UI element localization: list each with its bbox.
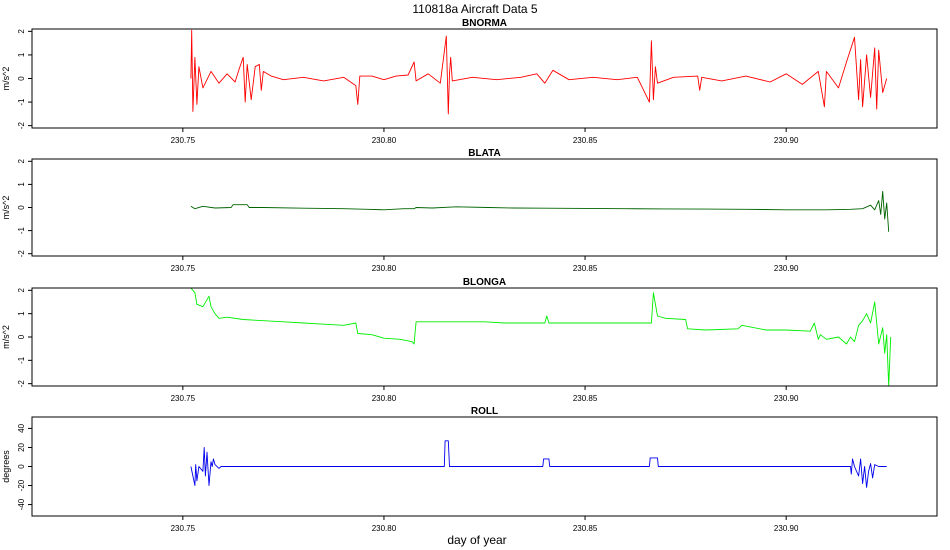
y-axis-label: m/s^2 — [1, 196, 11, 220]
x-tick-label: 230.85 — [573, 524, 598, 533]
x-tick-label: 230.80 — [372, 524, 397, 533]
x-tick-label: 230.90 — [774, 264, 799, 273]
panel-bnorma: BNORMA m/s^2 230.75 230.80 230.85 230.90 -2 -1 0… — [1, 18, 938, 145]
x-tick-label: 230.85 — [573, 264, 598, 273]
series-line-blonga — [190, 287, 892, 387]
panel-blata: BLATA m/s^2 230.75 230.80 230.85 230.90 -2 -1 0 1… — [1, 148, 938, 273]
y-tick-label: -2 — [17, 250, 26, 258]
panel-roll: ROLL degrees 230.75 230.80 230.85 230.90 -40 -2… — [1, 406, 938, 533]
y-tick-label: 1 — [17, 52, 26, 57]
x-tick-label: 230.75 — [171, 394, 196, 403]
x-tick-label: 230.80 — [372, 264, 397, 273]
x-tick-label: 230.85 — [573, 394, 598, 403]
x-axis-label: day of year — [447, 533, 506, 547]
y-tick-label: -1 — [17, 356, 26, 364]
y-tick-label: 2 — [17, 159, 26, 164]
x-tick-label: 230.75 — [171, 136, 196, 145]
figure-title: 110818a Aircraft Data 5 — [412, 2, 538, 16]
y-tick-label: -1 — [17, 98, 26, 106]
y-tick-label: -40 — [17, 498, 26, 510]
panel-title: BNORMA — [462, 18, 507, 29]
y-axis-label: m/s^2 — [1, 67, 11, 91]
y-tick-label: -2 — [17, 380, 26, 388]
x-tick-label: 230.90 — [774, 136, 799, 145]
y-tick-label: 0 — [17, 205, 26, 210]
panel-blonga: BLONGA m/s^2 230.75 230.80 230.85 230.90 -2 -1 0… — [1, 277, 938, 403]
y-tick-label: 0 — [17, 464, 26, 469]
series-line-bnorma — [190, 29, 888, 115]
x-tick-label: 230.80 — [372, 136, 397, 145]
series-line-blata — [190, 190, 890, 232]
x-tick-label: 230.75 — [171, 524, 196, 533]
y-axis-label: m/s^2 — [1, 325, 11, 349]
y-axis-label: degrees — [1, 450, 11, 483]
y-tick-label: 1 — [17, 182, 26, 187]
x-tick-label: 230.90 — [774, 394, 799, 403]
y-tick-label: -1 — [17, 226, 26, 234]
y-tick-label: -20 — [17, 479, 26, 491]
x-tick-label: 230.80 — [372, 394, 397, 403]
x-tick-label: 230.90 — [774, 524, 799, 533]
y-tick-label: 2 — [17, 288, 26, 293]
y-tick-label: 2 — [17, 29, 26, 34]
y-tick-label: 20 — [17, 442, 26, 451]
y-tick-label: 1 — [17, 311, 26, 316]
panel-title: BLATA — [468, 148, 500, 159]
x-tick-label: 230.75 — [171, 264, 196, 273]
plot-frame — [31, 416, 938, 517]
panel-title: ROLL — [471, 406, 498, 417]
y-tick-label: 40 — [17, 423, 26, 432]
x-tick-label: 230.85 — [573, 136, 598, 145]
plot-frame — [31, 158, 938, 257]
y-tick-label: 0 — [17, 334, 26, 339]
plot-frame — [31, 287, 938, 387]
plot-frame — [31, 28, 938, 129]
y-tick-label: -2 — [17, 122, 26, 130]
panels: BNORMA m/s^2 230.75 230.80 230.85 230.90 -2 -1 0… — [1, 18, 938, 533]
panel-title: BLONGA — [463, 277, 506, 288]
series-line-roll — [190, 440, 887, 488]
y-tick-label: 0 — [17, 76, 26, 81]
